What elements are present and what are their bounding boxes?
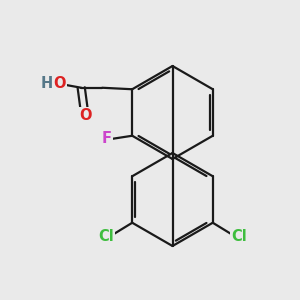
Text: H: H <box>40 76 52 91</box>
Text: O: O <box>79 108 92 123</box>
Text: O: O <box>54 76 66 91</box>
Text: Cl: Cl <box>98 229 114 244</box>
Text: F: F <box>102 131 112 146</box>
Text: Cl: Cl <box>231 229 247 244</box>
